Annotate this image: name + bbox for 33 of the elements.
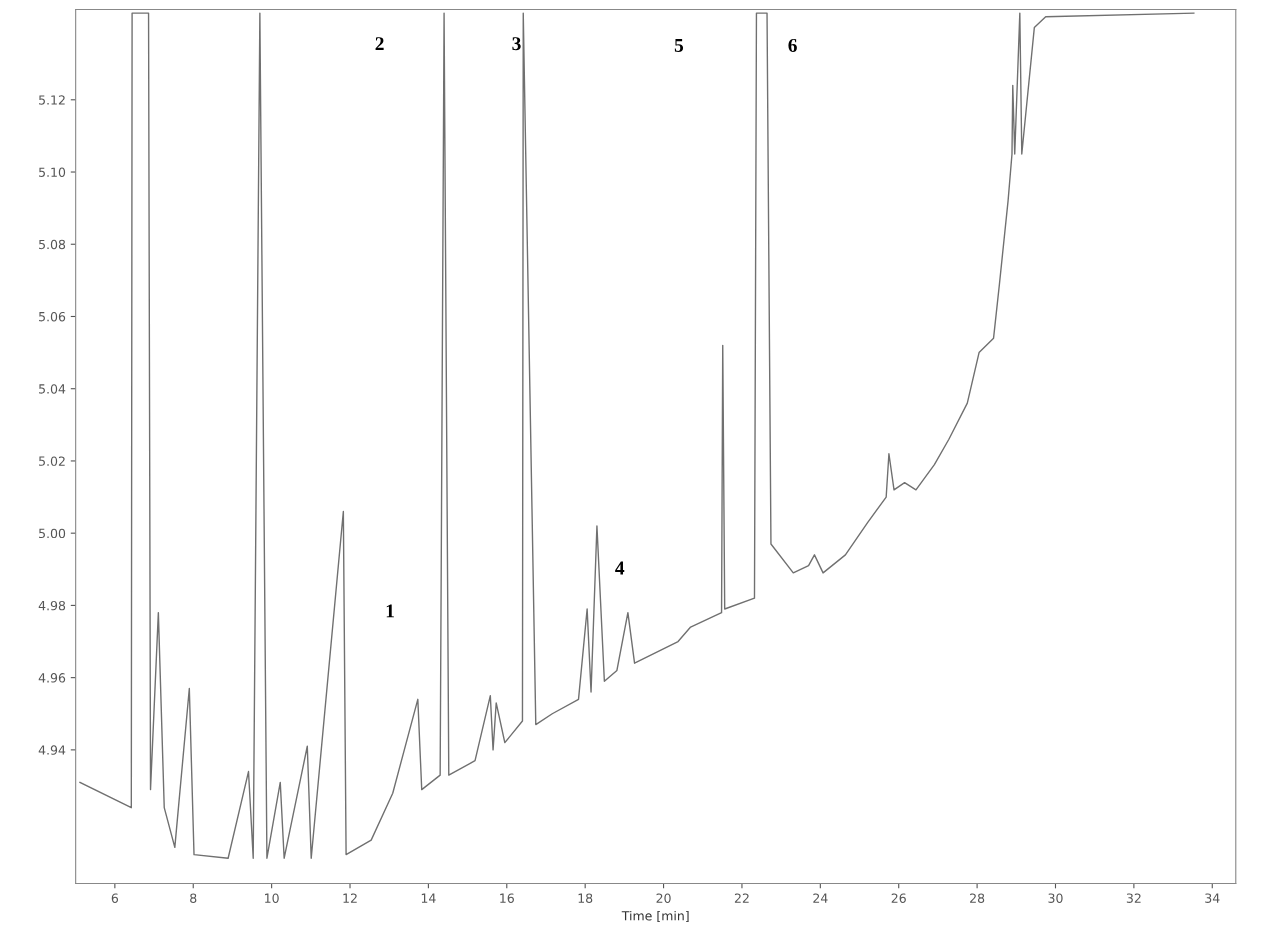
x-axis-title: Time [min] [621,910,689,923]
x-tick-label: 18 [578,893,593,903]
y-tick-label: 5.04 [39,384,66,394]
x-tick-label: 26 [891,893,906,903]
x-tick-label: 8 [190,893,197,903]
x-tick-label: 16 [500,893,514,903]
y-tick-label: 5.12 [39,95,65,105]
x-tick-label: 34 [1205,893,1220,903]
annotation: 6 [788,38,797,52]
x-tick-label: 10 [265,893,279,903]
y-tick-label: 5.08 [39,239,66,250]
annotation: 5 [674,39,684,52]
y-tick-label: 5.00 [39,528,66,539]
annotation: 4 [615,561,625,575]
y-tick-label: 4.98 [38,600,66,611]
y-tick-label: 4.96 [38,673,66,683]
y-tick-label: 5.10 [39,167,66,177]
x-tick-label: 6 [111,893,119,903]
y-tick-label: 5.06 [39,311,66,322]
x-tick-label: 28 [970,893,985,903]
x-tick-label: 22 [734,893,749,903]
x-tick-label: 24 [813,893,828,903]
x-tick-label: 14 [421,893,436,903]
annotation: 1 [386,604,394,618]
line-series [79,12,1195,859]
x-tick-label: 12 [343,893,357,903]
x-tick-label: 30 [1048,893,1063,903]
y-tick-label: 4.94 [38,745,66,755]
x-tick-label: 32 [1126,893,1141,903]
y-tick-label: 5.02 [39,456,65,466]
annotation: 3 [512,37,521,51]
annotation: 2 [375,37,384,51]
x-tick-label: 20 [656,893,671,903]
